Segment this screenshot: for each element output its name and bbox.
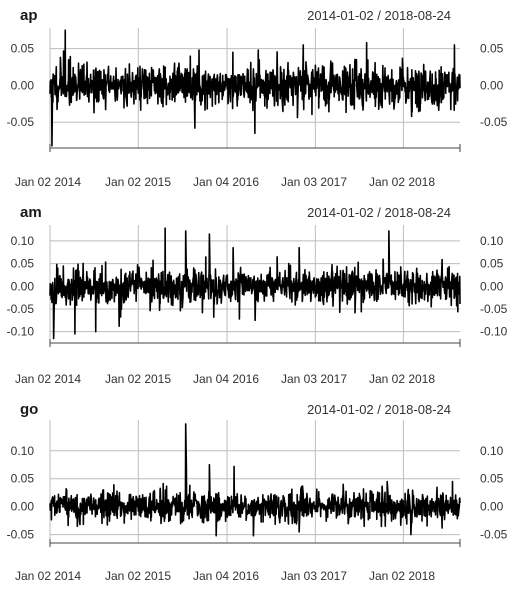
y-tick-label-right: 0.00 [480,500,504,514]
y-tick-label-left: 0.10 [11,234,35,248]
chart-panel-ap: ap 2014-01-02 / 2018-08-24 0.05 0.05 0.00 0.0… [7,7,508,189]
y-tick-label-right: -0.05 [480,115,508,129]
x-tick-label: Jan 03 2017 [281,372,347,386]
date-range-label: 2014-01-02 / 2018-08-24 [307,205,451,220]
y-tick-label-left: 0.10 [11,444,35,458]
y-tick-label-right: -0.05 [480,302,508,316]
y-tick-label-right: 0.05 [480,42,504,56]
date-range-label: 2014-01-02 / 2018-08-24 [307,402,451,417]
x-tick-label: Jan 02 2018 [369,569,435,583]
x-tick-label: Jan 04 2016 [193,372,259,386]
y-tick-label-right: -0.10 [480,325,508,339]
chart-panel-go: go 2014-01-02 / 2018-08-24 0.10 0.10 0.05 0.0… [7,401,508,583]
y-tick-label-left: -0.05 [7,115,35,129]
y-tick-label-left: -0.05 [7,528,35,542]
y-tick-label-right: 0.00 [480,78,504,92]
y-tick-label-left: -0.10 [7,325,35,339]
y-tick-label-left: 0.05 [11,42,35,56]
y-tick-label-right: -0.05 [480,528,508,542]
y-tick-label-right: 0.00 [480,279,504,293]
y-tick-label-left: 0.05 [11,257,35,271]
y-tick-label-left: 0.00 [11,500,35,514]
x-tick-label: Jan 02 2014 [15,372,81,386]
y-tick-label-right: 0.10 [480,234,504,248]
x-tick-label: Jan 03 2017 [281,175,347,189]
y-tick-label-left: 0.00 [11,279,35,293]
panel-title: am [20,204,42,221]
x-tick-label: Jan 02 2015 [105,372,171,386]
x-tick-label: Jan 02 2018 [369,372,435,386]
series-line-ap [49,29,461,147]
x-tick-label: Jan 04 2016 [193,569,259,583]
date-range-label: 2014-01-02 / 2018-08-24 [307,8,451,23]
y-tick-label-left: 0.00 [11,78,35,92]
series-line-am [49,227,461,340]
x-tick-label: Jan 03 2017 [281,569,347,583]
x-tick-label: Jan 02 2018 [369,175,435,189]
y-tick-label-left: 0.05 [11,472,35,486]
x-tick-label: Jan 02 2014 [15,175,81,189]
series-line-go [49,423,461,537]
x-tick-label: Jan 02 2015 [105,569,171,583]
x-tick-label: Jan 04 2016 [193,175,259,189]
chart-panel-am: am 2014-01-02 / 2018-08-24 0.10 0.10 0.05 0.0… [7,204,508,386]
y-tick-label-right: 0.10 [480,444,504,458]
panel-title: ap [20,7,38,24]
panel-title: go [20,401,38,418]
y-tick-label-right: 0.05 [480,472,504,486]
y-tick-label-left: -0.05 [7,302,35,316]
y-tick-label-right: 0.05 [480,257,504,271]
x-tick-label: Jan 02 2015 [105,175,171,189]
x-tick-label: Jan 02 2014 [15,569,81,583]
